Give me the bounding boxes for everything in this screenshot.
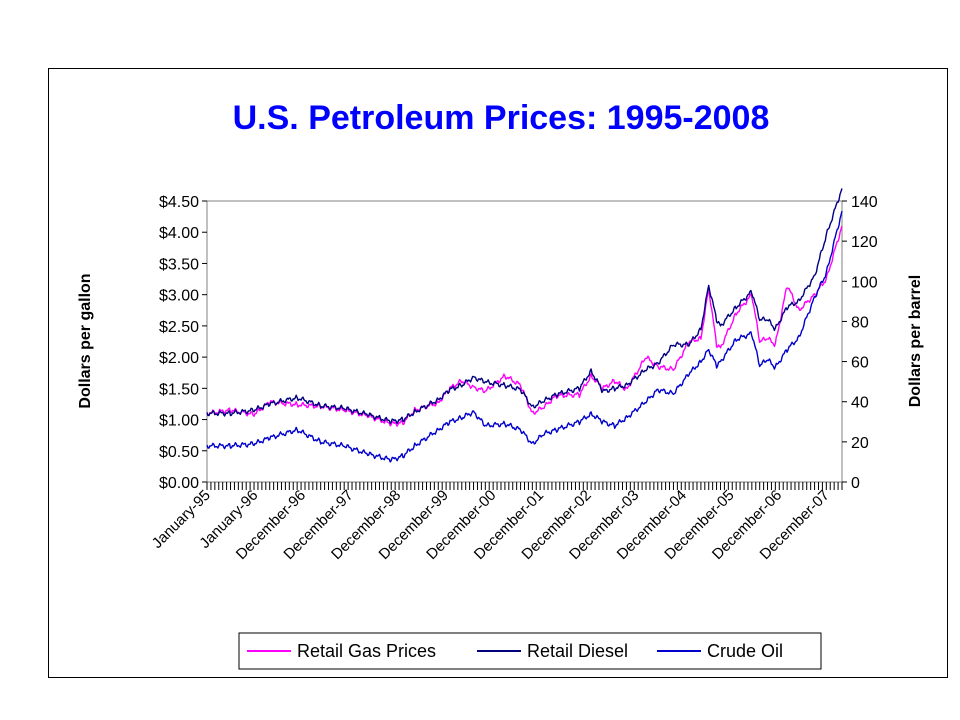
legend: Retail Gas Prices Retail Diesel Crude Oil: [238, 632, 822, 670]
y-left-tick-label: $1.50: [159, 381, 199, 398]
y-left-tick-label: $4.00: [159, 225, 199, 242]
chart-title: U.S. Petroleum Prices: 1995-2008: [233, 99, 770, 137]
series-line-retail-diesel: [206, 188, 843, 425]
y-left-tick-label: $2.50: [159, 319, 199, 336]
y-left-tick-label: $1.00: [159, 413, 199, 430]
legend-label: Crude Oil: [707, 641, 783, 661]
y-right-tick-label: 120: [851, 234, 878, 251]
legend-box: [238, 632, 822, 670]
y-left-tick-label: $2.00: [159, 350, 199, 367]
legend-label: Retail Gas Prices: [297, 641, 436, 661]
y-right-tick-label: 140: [851, 194, 878, 211]
plot-area: $0.00 $0.50 $1.00 $1.50 $2.00 $2.50 $3.00 $3.50…: [149, 188, 878, 563]
y-right-tick-label: 40: [851, 395, 869, 412]
y-right-tick-label: 0: [851, 475, 860, 492]
y-right-tick-label: 100: [851, 274, 878, 291]
y-left-tick-label: $3.00: [159, 288, 199, 305]
y-left-tick-label: $0.50: [159, 444, 199, 461]
chart-svg: U.S. Petroleum Prices: 1995-2008 $0.00$0…: [77, 99, 924, 670]
chart-frame: U.S. Petroleum Prices: 1995-2008 $0.00 $0…: [48, 68, 948, 678]
y-left-tick-label: $0.00: [159, 475, 199, 492]
y-left-tick-label: $4.50: [159, 194, 199, 211]
y-right-tick-label: 60: [851, 355, 869, 372]
legend-label: Retail Diesel: [527, 641, 628, 661]
y-axis-left-title: Dollars per gallon: [77, 273, 94, 408]
y-left-tick-label: $3.50: [159, 256, 199, 273]
y-right-tick-label: 20: [851, 435, 869, 452]
y-axis-right-title: Dollars per barrel: [907, 275, 924, 408]
series-line-crude-oil: [206, 210, 843, 463]
plot-border: [206, 200, 843, 483]
y-right-tick-label: 80: [851, 314, 869, 331]
